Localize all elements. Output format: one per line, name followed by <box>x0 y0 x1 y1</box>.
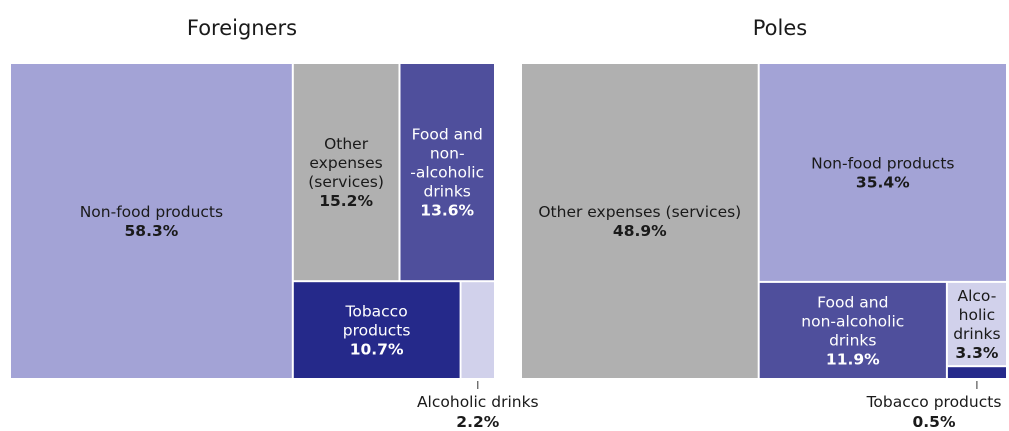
tile-value: 0.5% <box>913 413 956 427</box>
tile-label: drinks <box>953 325 1000 343</box>
tile-food-and-non-alcoholic-drinks <box>400 64 494 281</box>
panel-title: Poles <box>753 16 807 40</box>
tile-label: products <box>343 321 411 339</box>
tile-label: drinks <box>829 331 876 349</box>
tile-value: 58.3% <box>125 222 179 240</box>
tile-value: 48.9% <box>613 222 667 240</box>
tile-label: Tobacco <box>345 302 408 320</box>
tile-alcoholic-drinks <box>947 282 1006 366</box>
tile-label: Non-food products <box>80 203 223 221</box>
tile-tobacco-products <box>947 367 1006 378</box>
tile-label: Tobacco products <box>866 393 1002 411</box>
tile-value: 11.9% <box>826 350 880 368</box>
tile-label: Alcoholic drinks <box>417 393 539 411</box>
tile-label: -alcoholic <box>410 163 484 181</box>
tile-tobacco-products <box>293 282 460 378</box>
tile-label: (services) <box>308 173 384 191</box>
tile-value: 35.4% <box>856 173 910 191</box>
tile-label: non-alcoholic <box>801 312 904 330</box>
tile-value: 15.2% <box>319 192 373 210</box>
tile-label: Alco- <box>958 287 997 305</box>
tile-label: holic <box>959 306 995 324</box>
tile-value: 10.7% <box>350 340 404 358</box>
treemap-panel-poles: Poles Other expenses (services)48.9% Non-… <box>522 16 1006 431</box>
tile-label: Food and <box>817 293 888 311</box>
tile-other-expenses-services <box>293 64 399 281</box>
tile-label: non- <box>430 144 465 162</box>
tile-label: drinks <box>423 182 470 200</box>
tile-non-food-products <box>11 64 292 378</box>
tile-value: 3.3% <box>955 344 998 362</box>
tile-alcoholic-drinks <box>461 282 494 378</box>
tile-label: Food and <box>412 125 483 143</box>
panel-title: Foreigners <box>187 16 297 40</box>
tile-label: Other <box>324 135 369 153</box>
tile-value: 13.6% <box>420 201 474 219</box>
tile-value: 2.2% <box>456 413 499 427</box>
tile-other-expenses-services <box>522 64 758 378</box>
tile-label: Non-food products <box>811 154 954 172</box>
tile-label: Other expenses (services) <box>538 203 741 221</box>
tile-food-and-non-alcoholic-drinks <box>759 282 946 378</box>
tile-label: expenses <box>309 154 382 172</box>
tile-non-food-products <box>759 64 1006 281</box>
